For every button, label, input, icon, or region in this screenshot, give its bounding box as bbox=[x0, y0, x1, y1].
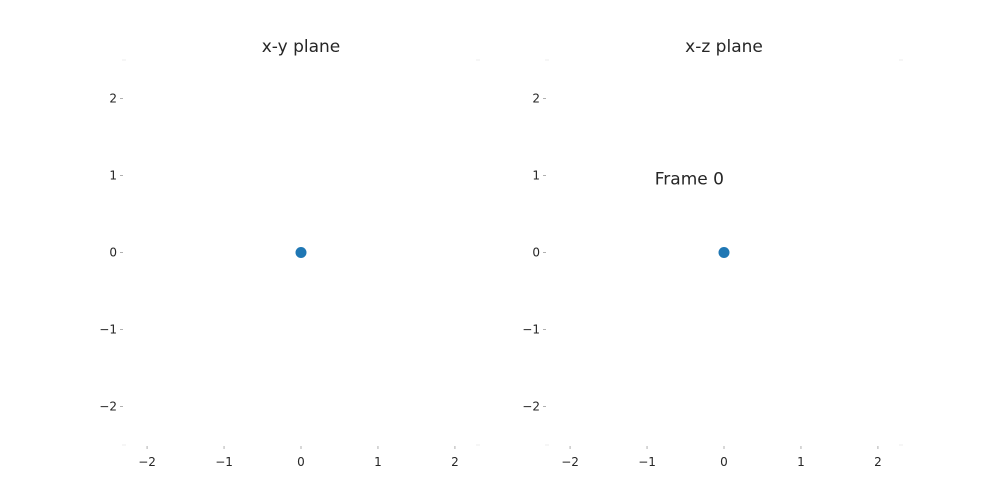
y-tick-label: 2 bbox=[109, 92, 117, 106]
x-tick-label: −1 bbox=[638, 455, 656, 469]
y-axis-ticks-xy: −2 −1 0 1 2 bbox=[99, 92, 123, 414]
y-tick-label: −2 bbox=[99, 400, 117, 414]
y-tick-label: 2 bbox=[532, 92, 540, 106]
y-tick-label: 0 bbox=[532, 246, 540, 260]
x-tick-label: −2 bbox=[561, 455, 579, 469]
frame-annotation: Frame 0 bbox=[655, 170, 724, 190]
x-tick-label: 2 bbox=[874, 455, 882, 469]
axes-corners-xz bbox=[545, 59, 903, 446]
y-tick-label: −1 bbox=[522, 323, 540, 337]
x-tick-label: 1 bbox=[797, 455, 805, 469]
x-axis-ticks-xz: −2 −1 0 1 2 bbox=[561, 446, 882, 469]
x-tick-label: 0 bbox=[297, 455, 305, 469]
scatter-points-xy bbox=[295, 247, 307, 258]
scatter-points-xz bbox=[718, 247, 730, 258]
x-axis-ticks-xy: −2 −1 0 1 2 bbox=[138, 446, 459, 469]
y-axis-ticks-xz: −2 −1 0 1 2 bbox=[522, 92, 546, 414]
y-tick-label: 0 bbox=[109, 246, 117, 260]
x-tick-label: 2 bbox=[451, 455, 459, 469]
panel-xz: x-z plane −2 −1 0 1 2 −2 −1 0 1 2 Frame 0 bbox=[522, 37, 903, 469]
x-tick-label: −2 bbox=[138, 455, 156, 469]
y-tick-label: −1 bbox=[99, 323, 117, 337]
x-tick-label: 0 bbox=[720, 455, 728, 469]
y-tick-label: 1 bbox=[532, 169, 540, 183]
x-tick-label: 1 bbox=[374, 455, 382, 469]
axes-corners-xy bbox=[122, 59, 480, 446]
panel-xy: x-y plane −2 −1 0 1 2 −2 −1 0 1 2 bbox=[99, 37, 480, 469]
x-tick-label: −1 bbox=[215, 455, 233, 469]
chart-title-xy: x-y plane bbox=[262, 37, 341, 57]
data-point bbox=[295, 247, 307, 258]
y-tick-label: 1 bbox=[109, 169, 117, 183]
data-point bbox=[718, 247, 730, 258]
y-tick-label: −2 bbox=[522, 400, 540, 414]
chart-title-xz: x-z plane bbox=[685, 37, 763, 57]
